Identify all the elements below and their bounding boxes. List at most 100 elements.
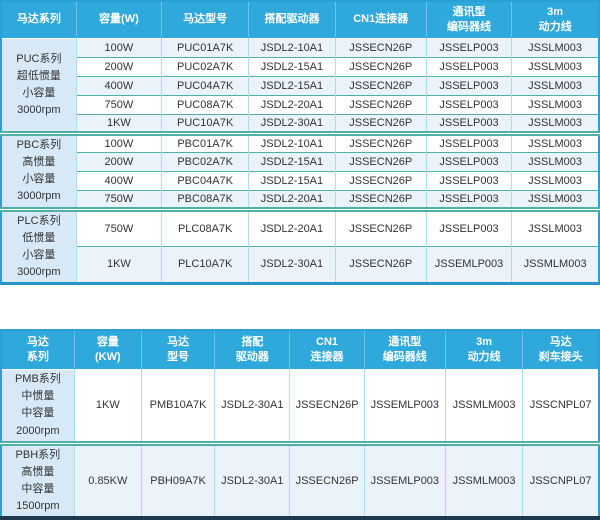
spec-cell: JSDL2-15A1 [248,75,336,96]
series-group-line: 1500rpm [16,499,60,512]
column-header-line: 马达 [167,336,190,349]
column-header-line: 3m [547,6,564,18]
column-header-line: CN1连接器 [353,13,409,26]
series-group-line: 低惯量 [22,231,56,244]
medium-capacity-spec-table: 马达 系列 容量 (KW) 马达 型号 搭配 驱动器 CN1 连接器 通讯型 编码器线 3m 动力线 马达刹… [0,328,600,520]
column-header-line: 编码器线 [447,20,492,33]
series-group-line: 3000rpm [17,103,61,116]
spec-cell: JSDL2-20A1 [248,94,336,115]
column-header: 搭配驱动器 [248,1,336,39]
column-header-line: (KW) [95,351,121,364]
spec-cell: JSDL2-15A1 [248,151,336,172]
header-row: 马达系列 容量(W) 马达型号 搭配驱动器 CN1连接器 通讯型 编码器线 3m 动力线 [1,1,599,39]
spec-cell: 400W [75,75,162,96]
series-group: PMB系列 中惯量 中容量 2000rpm 1KW PMB10A7K JSDL2-30A1 J… [1,369,599,444]
column-header: 容量(W) [75,1,162,39]
spec-cell: JSSLM003 [511,170,599,191]
spec-cell: 750W [75,94,162,115]
spec-cell: JSSELP003 [425,75,512,96]
table-header-row-group: 马达系列 容量(W) 马达型号 搭配驱动器 CN1连接器 通讯型 编码器线 3m 动力线 [1,1,599,39]
table-row: 1KW PUC10A7K JSDL2-30A1 JSSECN26P JSSELP003 J… [1,113,599,134]
spec-cell: 400W [75,170,162,191]
small-capacity-spec-table: 马达系列 容量(W) 马达型号 搭配驱动器 CN1连接器 通讯型 编码器线 3m 动力线 PUC系… [0,0,600,285]
spec-cell: JSSECN26P [334,56,427,77]
series-group-line: 中容量 [21,407,55,420]
spec-cell: JSSCNPL07 [522,369,599,444]
series-group-line: PMB系列 [14,373,61,386]
spec-cell: JSSLM003 [511,151,599,172]
spec-cell: 1KW [73,369,142,444]
spec-cell: PMB10A7K [140,369,215,444]
spec-cell: JSSECN26P [334,94,427,115]
spec-cell: PBH09A7K [140,443,215,518]
column-header-line: 型号 [167,351,190,364]
spec-cell: PLC08A7K [161,209,249,247]
series-group-cell: PLC系列 低惯量 小容量 3000rpm [1,209,77,284]
column-header-line: 编码器线 [382,351,427,364]
series-group-line: PBH系列 [15,448,61,461]
table-row: 200W PUC02A7K JSDL2-15A1 JSSECN26P JSSELP003… [1,56,599,77]
series-group-line: 小容量 [22,86,56,99]
spec-cell: JSDL2-20A1 [248,209,336,247]
spec-cell: PLC10A7K [161,245,249,284]
table-row: 750W PBC08A7K JSDL2-20A1 JSSECN26P JSSELP003… [1,189,599,210]
spec-cell: JSSLM003 [511,133,599,153]
spec-cell: JSSLM003 [511,56,599,77]
spec-cell: JSSELP003 [425,209,512,247]
column-header: 通讯型 编码器线 [425,1,512,39]
column-header: CN1连接器 [334,1,427,39]
spec-cell: JSSELP003 [425,133,512,153]
column-header-line: 通讯型 [388,336,422,349]
series-group: PBC系列 高惯量 小容量 3000rpm 100W PBC01A7K JSDL2-10A1… [1,133,599,210]
spec-cell: JSSLM003 [511,113,599,134]
column-header-line: 动力线 [538,20,572,33]
spec-cell: 200W [75,56,162,77]
spec-cell: JSSELP003 [425,56,512,77]
table-row: 1KW PLC10A7K JSDL2-30A1 JSSECN26P JSSEMLP003… [1,245,599,284]
spec-cell: JSDL2-10A1 [248,133,336,153]
table-row: 200W PBC02A7K JSDL2-15A1 JSSECN26P JSSELP003… [1,151,599,172]
series-group-line: 中惯量 [21,390,55,403]
column-header: 3m 动力线 [511,1,599,39]
series-group-line: PLC系列 [17,214,61,227]
spec-cell: PUC10A7K [161,113,249,134]
column-header-line: 搭配 [241,336,264,349]
series-group-cell: PUC系列 超低惯量 小容量 3000rpm [1,38,77,134]
spec-cell: JSDL2-30A1 [214,369,290,444]
series-group-line: PUC系列 [16,52,62,65]
table-row: PLC系列 低惯量 小容量 3000rpm 750W PLC08A7K JSDL2-20A1… [1,209,599,284]
column-header: 马达系列 [1,329,75,370]
spec-cell: JSDL2-30A1 [214,443,290,518]
column-header-line: 3m [476,336,493,349]
spec-cell: JSSECN26P [289,443,365,518]
column-header-line: 容量(W) [99,13,139,26]
column-header-line: 刹车接头 [538,351,583,364]
series-group-cell: PBC系列 高惯量 小容量 3000rpm [1,133,77,210]
spec-cell: PUC02A7K [161,56,249,77]
spec-cell: JSSECN26P [334,151,427,172]
spec-cell: JSDL2-15A1 [248,170,336,191]
table-row: PMB系列 中惯量 中容量 2000rpm 1KW PMB10A7K JSDL2-30A1 J… [1,369,599,444]
spec-cell: JSSECN26P [334,75,427,96]
spec-cell: JSSMLM003 [444,369,523,444]
spec-cell: 200W [75,151,162,172]
spec-cell: JSDL2-20A1 [248,189,336,210]
spec-cell: JSSLM003 [511,94,599,115]
spec-cell: PBC02A7K [161,151,249,172]
series-group-line: 高惯量 [22,156,56,169]
column-header-line: 马达型号 [183,13,228,26]
column-header: 马达型号 [140,329,215,370]
column-header: 马达 刹车接头 [522,329,599,370]
spec-cell: PBC01A7K [161,133,249,153]
column-header-line: 容量 [96,336,119,349]
spec-cell: PUC01A7K [161,38,249,58]
table-row: PBC系列 高惯量 小容量 3000rpm 100W PBC01A7K JSDL2-10A1… [1,133,599,210]
spec-cell: 100W [75,38,162,58]
table-row: 400W PBC04A7K JSDL2-15A1 JSSECN26P JSSELP003… [1,170,599,191]
spec-cell: JSSEMLP003 [363,369,446,444]
spec-cell: PBC08A7K [161,189,249,210]
series-group: PUC系列 超低惯量 小容量 3000rpm 100W PUC01A7K JSDL2-10A… [1,38,599,134]
spec-cell: JSSECN26P [334,38,427,58]
table-row: PBH系列 高惯量 中容量 1500rpm 0.85KW PBH09A7K JSDL2-30… [1,443,599,518]
